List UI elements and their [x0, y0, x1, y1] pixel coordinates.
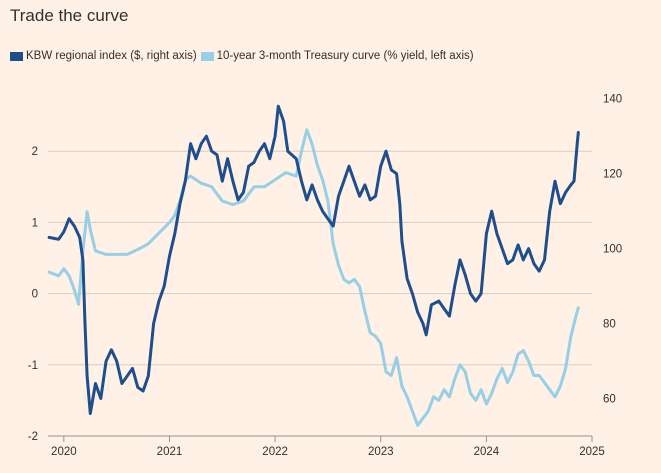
x-tick-label: 2021: [157, 446, 183, 458]
x-tick-label: 2023: [368, 446, 394, 458]
y-right-tick-label: 100: [603, 244, 622, 256]
y-left-tick-label: 1: [32, 217, 38, 229]
y-right-tick-label: 60: [603, 394, 616, 406]
axes: 2 1 0 -1 -2 140 120 100 80 60 2020 2021 2022 2023 2024…: [28, 94, 622, 458]
legend-item-kbw: KBW regional index ($, right axis): [10, 50, 197, 62]
x-tick-label: 2020: [51, 446, 77, 458]
y-left-tick-label: -2: [28, 431, 38, 443]
y-left-tick-label: 0: [32, 289, 38, 301]
legend-swatch-kbw: [10, 51, 23, 61]
x-tick-label: 2024: [474, 446, 500, 458]
legend-swatch-treasury: [200, 51, 214, 61]
legend-label-treasury: 10-year 3-month Treasury curve (% yield,…: [216, 50, 474, 62]
gridlines: [48, 150, 592, 437]
y-left-tick-label: -1: [28, 360, 38, 372]
x-tick-label: 2022: [262, 446, 288, 458]
legend: KBW regional index ($, right axis) 10-ye…: [10, 50, 478, 62]
y-left-tick-label: 2: [32, 146, 38, 158]
chart-title: Trade the curve: [10, 6, 129, 25]
series-line-kbw: [47, 104, 580, 415]
y-right-tick-label: 80: [603, 319, 616, 331]
legend-item-treasury: 10-year 3-month Treasury curve (% yield,…: [200, 50, 474, 62]
y-right-tick-label: 140: [603, 94, 622, 106]
y-right-tick-label: 120: [603, 169, 622, 181]
legend-label-kbw: KBW regional index ($, right axis): [26, 50, 197, 62]
x-tick-label: 2025: [579, 446, 605, 458]
series-lines: [47, 104, 580, 427]
series-line-treasury: [47, 128, 580, 427]
